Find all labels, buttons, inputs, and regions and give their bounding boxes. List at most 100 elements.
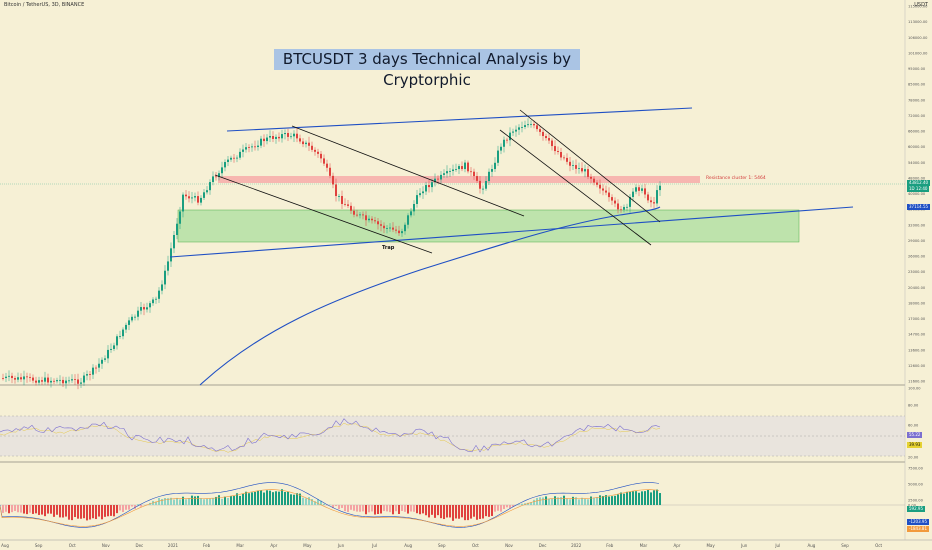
macd-bar <box>263 492 265 505</box>
candle-body <box>587 169 589 177</box>
y-tick-label: 66000.00 <box>908 130 926 134</box>
candle-body <box>467 162 469 172</box>
macd-bar <box>305 498 307 505</box>
macd-bar <box>140 505 142 507</box>
macd-bar <box>311 499 313 505</box>
macd-bar <box>581 497 583 505</box>
macd-bar <box>113 505 115 517</box>
x-tick-label: Aug <box>807 543 815 548</box>
candle-body <box>278 136 280 139</box>
candle-body <box>188 196 190 199</box>
y-tick-label: 113000.00 <box>908 20 928 24</box>
candle-body <box>497 150 499 163</box>
macd-bar <box>434 505 436 518</box>
candle-body <box>131 316 133 321</box>
candle-body <box>566 157 568 162</box>
macd-bar <box>335 505 337 507</box>
macd-bar <box>404 505 406 512</box>
candle-body <box>545 136 547 139</box>
y-tick-label: 48000.00 <box>908 176 926 180</box>
x-tick-label: Aug <box>1 543 9 548</box>
candle-body <box>209 182 211 191</box>
macd-bar <box>371 505 373 512</box>
x-tick-label: 2021 <box>168 543 179 548</box>
macd-bar <box>107 505 109 517</box>
candle-body <box>518 127 520 130</box>
macd-bar <box>137 504 139 505</box>
macd-bar <box>221 498 223 505</box>
candle-body <box>50 380 52 383</box>
macd-bar <box>284 491 286 505</box>
macd-bar <box>365 505 367 515</box>
macd-bar <box>641 491 643 505</box>
macd-bar <box>353 505 355 511</box>
candle-body <box>455 169 457 170</box>
macd-bar <box>383 505 385 512</box>
macd-bar <box>275 491 277 505</box>
macd-bar <box>218 495 220 505</box>
macd-bar <box>578 499 580 505</box>
macd-bar <box>644 491 646 505</box>
macd-bar <box>134 505 136 509</box>
macd-bar <box>167 498 169 505</box>
macd-bar <box>56 505 58 515</box>
candle-body <box>122 329 124 337</box>
candle-body <box>410 211 412 216</box>
macd-bar <box>368 505 370 513</box>
macd-bar <box>572 496 574 505</box>
candle-body <box>443 173 445 175</box>
candle-body <box>137 310 139 317</box>
candle-body <box>623 206 625 210</box>
candle-body <box>74 379 76 380</box>
candle-body <box>128 320 130 325</box>
candle-body <box>575 165 577 169</box>
macd-bar <box>377 505 379 515</box>
macd-bar <box>344 505 346 512</box>
macd-bar <box>602 495 604 505</box>
macd-bar <box>2 505 4 513</box>
candle-body <box>611 197 613 201</box>
macd-bar <box>17 505 19 513</box>
macd-bar <box>584 498 586 505</box>
macd-bar <box>26 505 28 515</box>
candle-body <box>491 169 493 172</box>
candle-body <box>563 157 565 159</box>
candle-body <box>461 166 463 170</box>
candle-body <box>398 230 400 234</box>
macd-bar <box>509 505 511 509</box>
macd-bar <box>557 497 559 505</box>
candle-body <box>419 193 421 196</box>
candle-body <box>350 205 352 211</box>
candle-body <box>116 336 118 346</box>
candle-body <box>449 171 451 172</box>
candle-body <box>5 376 7 379</box>
candle-body <box>473 171 475 177</box>
candle-body <box>599 184 601 189</box>
candle-body <box>206 190 208 193</box>
macd-bar <box>554 496 556 505</box>
candle-body <box>476 176 478 181</box>
candle-body <box>20 377 22 380</box>
macd-bar <box>617 494 619 505</box>
macd-bar <box>620 492 622 505</box>
candle-body <box>647 194 649 201</box>
candle-body <box>605 190 607 193</box>
macd-bar <box>524 503 526 505</box>
macd-bar <box>611 496 613 505</box>
y-tick-label: 12600.00 <box>908 364 926 368</box>
macd-signal-line <box>0 489 660 527</box>
candle-body <box>506 139 508 141</box>
macd-bar <box>185 499 187 505</box>
candle-body <box>224 162 226 168</box>
y-tick-label: 26000.00 <box>908 255 926 259</box>
candle-body <box>326 163 328 168</box>
candle-body <box>581 168 583 172</box>
macd-bar <box>338 505 340 510</box>
macd-bar <box>203 499 205 505</box>
macd-bar <box>551 498 553 505</box>
candle-body <box>593 178 595 183</box>
candle-body <box>167 261 169 271</box>
macd-bar <box>386 505 388 512</box>
